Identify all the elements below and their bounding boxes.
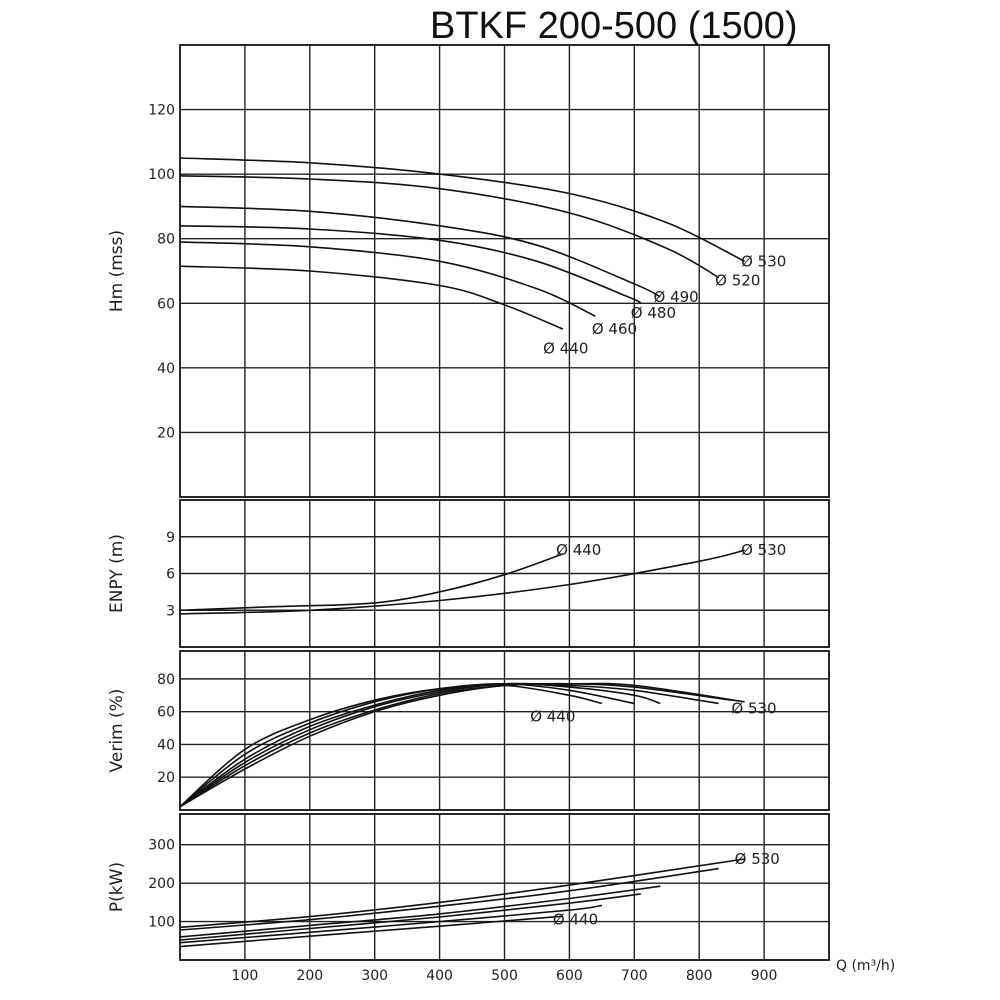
y-tick-label: 100 — [148, 167, 175, 183]
curve-label: Ø 490 — [654, 288, 699, 306]
curve-npsh-440 — [179, 553, 564, 612]
curve-power-490 — [179, 885, 661, 938]
y-tick-label: 3 — [166, 603, 175, 619]
curve-label: Ø 440 — [543, 339, 588, 357]
x-tick-label: 700 — [621, 968, 648, 984]
y-tick-label: 60 — [157, 705, 175, 721]
y-tick-label: 80 — [157, 672, 175, 688]
curve-power-460 — [179, 904, 603, 944]
chart-title: BTKF 200-500 (1500) — [430, 5, 798, 47]
curve-hm-440 — [179, 265, 564, 330]
curve-eff-530 — [179, 682, 745, 808]
x-tick-label: 400 — [426, 968, 453, 984]
panel-frame — [179, 499, 830, 648]
curve-label: Ø 530 — [741, 252, 786, 270]
curve-label: Ø 530 — [741, 541, 786, 559]
y-tick-label: 20 — [157, 425, 175, 441]
x-tick-label: 500 — [491, 968, 518, 984]
y-tick-label: 200 — [148, 876, 175, 892]
curve-label: Ø 520 — [715, 272, 760, 290]
y-axis-label: Hm (mss) — [107, 230, 127, 312]
curve-npsh-530 — [179, 549, 745, 615]
curve-label: Ø 440 — [556, 541, 601, 559]
curve-power-480 — [179, 893, 641, 941]
y-axis-label: Verim (%) — [107, 689, 127, 773]
y-tick-label: 20 — [157, 770, 175, 786]
curve-hm-460 — [179, 241, 596, 317]
y-tick-label: 40 — [157, 737, 175, 753]
curve-eff-440 — [179, 684, 603, 808]
curve-hm-530 — [179, 157, 745, 263]
x-tick-label: 200 — [296, 968, 323, 984]
y-tick-label: 300 — [148, 838, 175, 854]
y-tick-label: 80 — [157, 232, 175, 248]
curve-power-520 — [179, 867, 719, 931]
panel-npsh: 3 6 9 ENPY (m) Ø 440 Ø 530 — [107, 499, 830, 648]
y-tick-label: 60 — [157, 296, 175, 312]
curve-power-440 — [179, 915, 563, 948]
curve-power-530 — [179, 858, 745, 929]
curve-hm-480 — [179, 225, 642, 305]
y-tick-label: 120 — [148, 103, 175, 119]
y-tick-label: 9 — [166, 530, 175, 546]
panel-eff: 20 40 60 80 Verim (%) Ø 440 Ø 530 — [107, 650, 830, 811]
panel-frame — [179, 650, 830, 811]
curve-label: Ø 440 — [553, 911, 598, 929]
x-tick-label: 100 — [232, 968, 259, 984]
x-axis-label: Q (m³/h) — [836, 958, 895, 974]
panel-frame — [179, 813, 830, 961]
curve-label: Ø 480 — [631, 304, 676, 322]
curve-label: Ø 440 — [530, 708, 575, 726]
curve-hm-490 — [179, 205, 661, 298]
x-tick-label: 800 — [686, 968, 713, 984]
y-tick-label: 6 — [166, 567, 175, 583]
x-tick-label: 900 — [751, 968, 778, 984]
y-axis-label: ENPY (m) — [107, 534, 127, 613]
panel-frame — [179, 44, 830, 498]
curve-label: Ø 530 — [731, 699, 776, 717]
curve-label: Ø 530 — [735, 850, 780, 868]
curve-eff-460 — [179, 682, 635, 808]
y-tick-label: 40 — [157, 361, 175, 377]
x-axis: 100 200 300 400 500 600 700 800 900 — [232, 968, 778, 984]
curve-hm-520 — [179, 175, 720, 279]
curve-eff-520 — [179, 682, 732, 808]
y-axis-label: P(kW) — [107, 862, 127, 912]
y-tick-label: 100 — [148, 915, 175, 931]
x-tick-label: 600 — [556, 968, 583, 984]
curve-eff-490 — [179, 682, 719, 808]
x-tick-label: 300 — [361, 968, 388, 984]
curve-label: Ø 460 — [592, 320, 637, 338]
curve-eff-480 — [179, 682, 661, 808]
panel-power: 100 200 300 P(kW) Ø 530 Ø 440 — [107, 813, 830, 961]
